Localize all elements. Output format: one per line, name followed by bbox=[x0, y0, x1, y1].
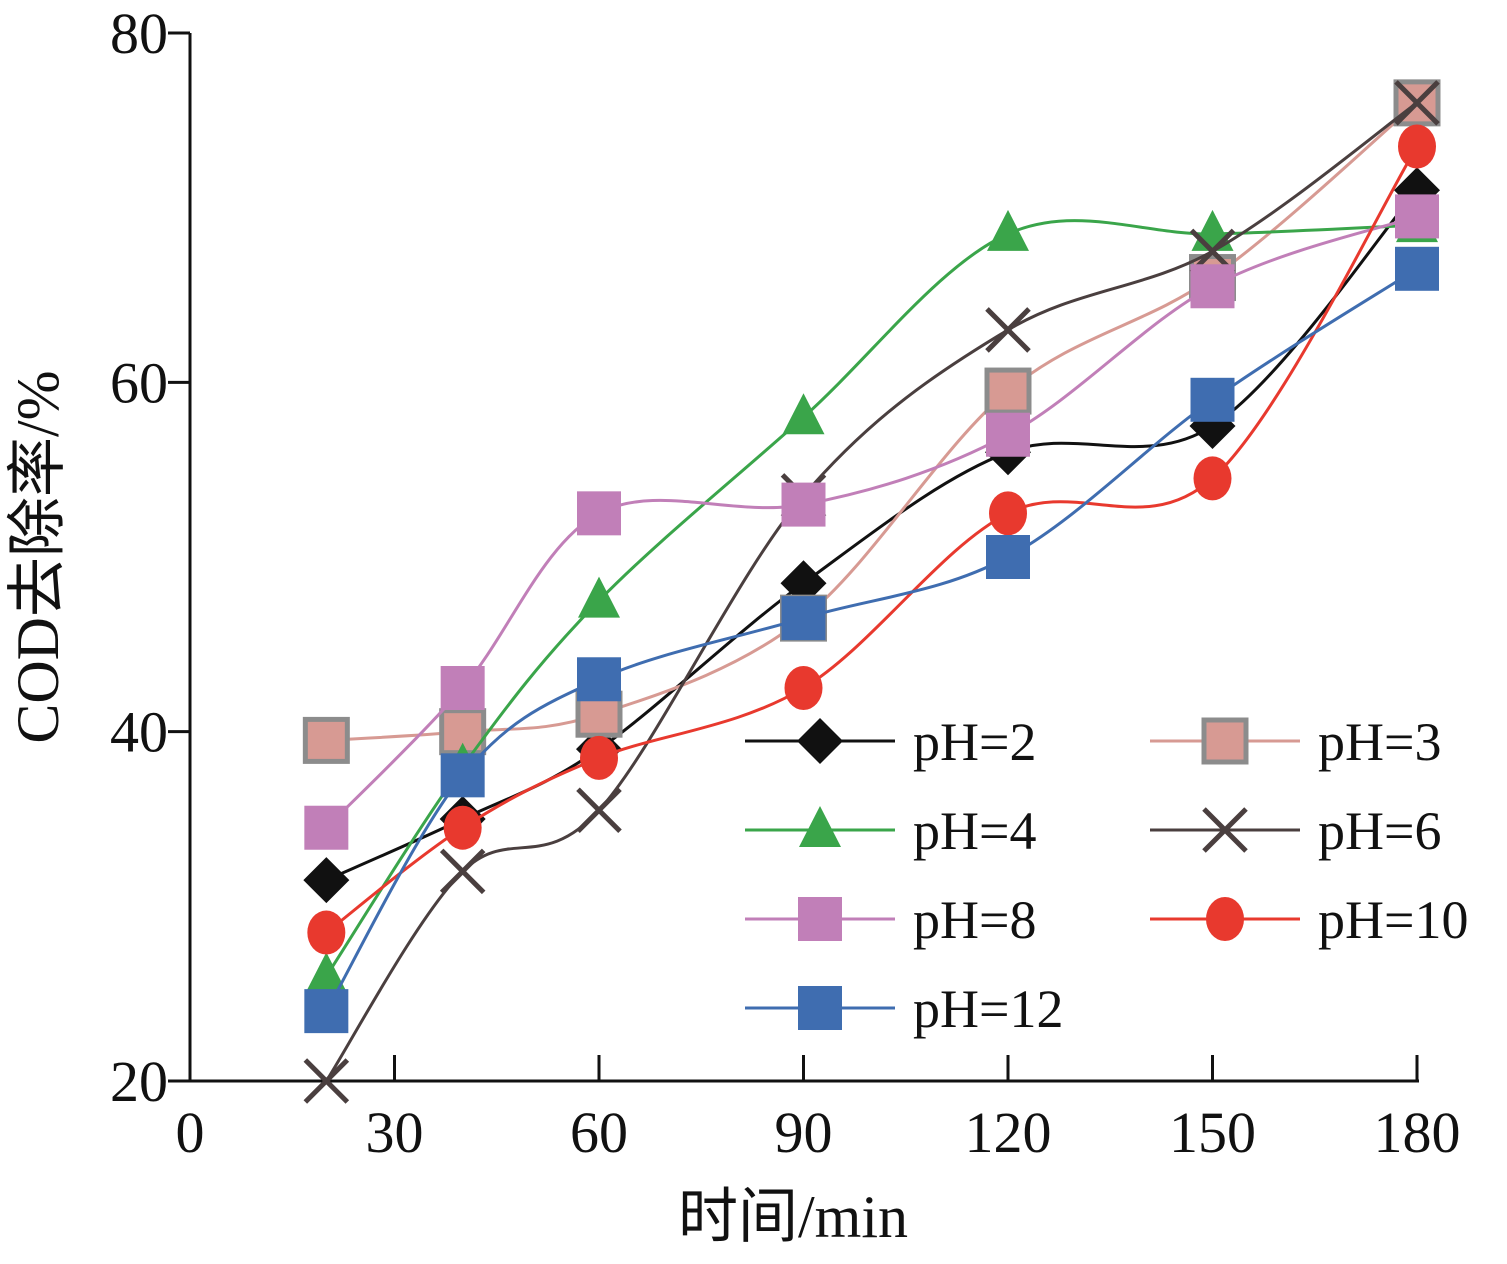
legend-marker bbox=[1206, 897, 1244, 941]
data-point bbox=[986, 535, 1030, 579]
data-point bbox=[1190, 264, 1235, 309]
series-ph-3 bbox=[302, 79, 1441, 764]
legend-item: pH=4 bbox=[745, 801, 1036, 861]
x-tick-label: 60 bbox=[570, 1100, 628, 1165]
data-point bbox=[984, 367, 1032, 415]
legend-marker bbox=[797, 718, 843, 764]
data-point bbox=[577, 657, 621, 702]
y-tick-label: 80 bbox=[110, 1, 168, 66]
data-point bbox=[987, 209, 1029, 251]
legend-item: pH=8 bbox=[745, 890, 1036, 950]
x-tick-label: 120 bbox=[965, 1100, 1052, 1165]
data-point bbox=[1395, 194, 1439, 239]
legend-item: pH=12 bbox=[745, 979, 1063, 1039]
series-ph-4 bbox=[305, 201, 1438, 994]
data-point bbox=[305, 952, 348, 994]
x-marker-stroke bbox=[303, 1058, 350, 1104]
data-point bbox=[1193, 456, 1232, 501]
data-point bbox=[304, 989, 349, 1034]
series-ph-12 bbox=[304, 246, 1439, 1034]
data-point bbox=[784, 666, 823, 710]
y-tick-label: 20 bbox=[110, 1049, 168, 1114]
data-point bbox=[986, 412, 1030, 457]
x-axis-title: 时间/min bbox=[678, 1184, 908, 1250]
series-line bbox=[325, 101, 1418, 1082]
series-ph-10 bbox=[307, 124, 1436, 955]
data-point bbox=[440, 666, 485, 710]
y-axis-title: COD去除率/% bbox=[5, 370, 71, 743]
x-tick-label: 90 bbox=[775, 1100, 833, 1165]
legend-marker bbox=[799, 806, 841, 847]
legend-label: pH=2 bbox=[913, 712, 1036, 772]
series-line bbox=[325, 145, 1419, 934]
series-line bbox=[325, 219, 1418, 978]
data-point bbox=[443, 805, 482, 850]
data-point bbox=[989, 491, 1027, 536]
legend-label: pH=8 bbox=[913, 890, 1036, 950]
series-line bbox=[325, 189, 1419, 882]
legend-label: pH=12 bbox=[913, 979, 1063, 1039]
series-line bbox=[326, 101, 1418, 742]
data-point bbox=[580, 735, 618, 780]
data-point bbox=[304, 805, 349, 850]
legend-item: pH=6 bbox=[1150, 801, 1441, 861]
data-point bbox=[781, 482, 826, 527]
series-line bbox=[325, 267, 1418, 1012]
data-point bbox=[303, 1058, 350, 1104]
legend-label: pH=3 bbox=[1318, 712, 1441, 772]
legend-label: pH=6 bbox=[1318, 801, 1441, 861]
data-point bbox=[1394, 80, 1440, 126]
x-marker-stroke bbox=[576, 787, 622, 834]
legend-label: pH=10 bbox=[1318, 890, 1468, 950]
legend-marker bbox=[1201, 717, 1249, 765]
data-point bbox=[1190, 377, 1235, 422]
data-point bbox=[578, 576, 620, 618]
data-point bbox=[782, 393, 825, 435]
x-marker-stroke bbox=[1202, 807, 1248, 853]
data-point bbox=[576, 787, 622, 834]
y-tick-label: 60 bbox=[110, 350, 168, 415]
legend: pH=2 pH=3 pH=4 pH=6 pH=8 pH=10 pH=12 bbox=[745, 712, 1468, 1039]
legend-item: pH=2 bbox=[745, 712, 1036, 772]
data-point bbox=[1191, 209, 1234, 251]
x-marker-stroke bbox=[439, 848, 486, 895]
legend-item: pH=10 bbox=[1150, 890, 1468, 950]
series-layer bbox=[302, 79, 1441, 1104]
series-ph-8 bbox=[304, 194, 1439, 850]
x-tick-label: 30 bbox=[366, 1100, 424, 1165]
x-tick-label: 150 bbox=[1169, 1100, 1256, 1165]
legend-marker bbox=[798, 986, 842, 1030]
data-point bbox=[307, 910, 346, 955]
data-point bbox=[440, 753, 485, 798]
data-point bbox=[1398, 124, 1436, 169]
data-point bbox=[302, 716, 350, 764]
legend-marker bbox=[798, 897, 842, 941]
x-marker-stroke bbox=[985, 307, 1031, 353]
legend-label: pH=4 bbox=[913, 801, 1036, 861]
x-tick-label: 180 bbox=[1374, 1100, 1461, 1165]
data-point bbox=[577, 491, 621, 536]
legend-marker bbox=[1202, 807, 1248, 853]
data-point bbox=[439, 848, 486, 895]
legend-item: pH=3 bbox=[1150, 712, 1441, 772]
data-point bbox=[985, 307, 1031, 353]
y-tick-label: 40 bbox=[110, 700, 168, 765]
data-point bbox=[303, 857, 350, 904]
axes: 0 30 60 90 120 150 180 20 40 60 80 bbox=[110, 1, 1461, 1165]
series-line bbox=[325, 214, 1418, 829]
data-point bbox=[781, 596, 826, 641]
x-marker-stroke bbox=[1394, 80, 1440, 126]
x-tick-label: 0 bbox=[176, 1100, 205, 1165]
data-point bbox=[1395, 246, 1439, 291]
